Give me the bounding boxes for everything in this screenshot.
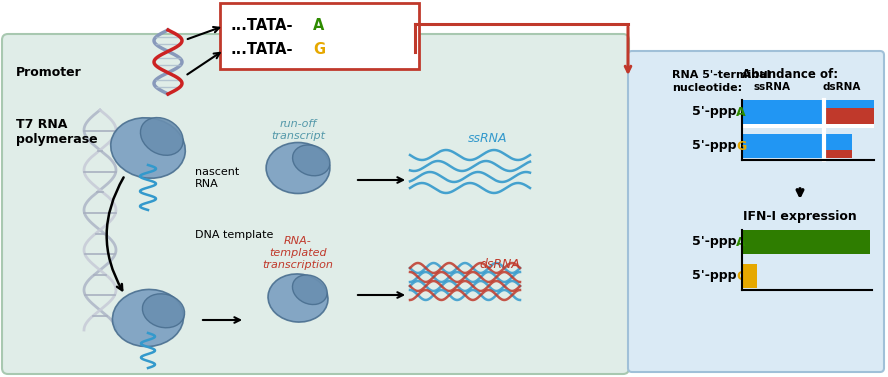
- Text: run-off
transcript: run-off transcript: [271, 119, 325, 141]
- Text: G: G: [313, 43, 325, 58]
- Ellipse shape: [140, 118, 183, 155]
- Ellipse shape: [111, 118, 186, 178]
- Text: T7 RNA
polymerase: T7 RNA polymerase: [16, 118, 98, 146]
- Bar: [826, 134, 852, 150]
- Text: RNA-
templated
transcription: RNA- templated transcription: [263, 236, 333, 270]
- Text: dsRNA: dsRNA: [480, 257, 520, 271]
- Bar: [826, 109, 874, 124]
- Text: ssRNA: ssRNA: [754, 82, 790, 92]
- Bar: [742, 264, 757, 288]
- Text: 5'-ppp: 5'-ppp: [692, 270, 736, 282]
- Bar: [826, 150, 852, 158]
- Text: nascent
RNA: nascent RNA: [195, 167, 239, 189]
- Text: IFN-I expression: IFN-I expression: [743, 210, 857, 223]
- Ellipse shape: [113, 290, 184, 346]
- Text: A: A: [736, 106, 746, 118]
- Ellipse shape: [292, 275, 327, 305]
- Text: nucleotide:: nucleotide:: [672, 83, 742, 93]
- Text: Promoter: Promoter: [16, 66, 82, 78]
- Ellipse shape: [268, 274, 328, 322]
- Ellipse shape: [142, 294, 185, 328]
- Bar: [742, 134, 822, 158]
- Text: A: A: [313, 18, 324, 34]
- Bar: [742, 124, 874, 128]
- FancyBboxPatch shape: [220, 3, 419, 69]
- Ellipse shape: [292, 145, 330, 176]
- Bar: [826, 100, 874, 109]
- Text: 5'-ppp: 5'-ppp: [692, 236, 736, 248]
- Text: G: G: [736, 139, 746, 153]
- Text: ...TATA-: ...TATA-: [230, 43, 292, 58]
- Text: A: A: [736, 236, 746, 248]
- Text: ssRNA: ssRNA: [468, 132, 508, 144]
- FancyBboxPatch shape: [2, 34, 629, 374]
- Bar: [742, 100, 822, 124]
- Text: G: G: [736, 270, 746, 282]
- Text: Abundance of:: Abundance of:: [742, 68, 838, 81]
- Bar: [742, 230, 870, 254]
- Ellipse shape: [266, 143, 329, 193]
- Text: 5'-ppp: 5'-ppp: [692, 139, 736, 153]
- Text: RNA 5'-terminal: RNA 5'-terminal: [672, 70, 771, 80]
- Text: dsRNA: dsRNA: [823, 82, 861, 92]
- FancyBboxPatch shape: [628, 51, 884, 372]
- Text: 5'-ppp: 5'-ppp: [692, 106, 736, 118]
- Text: ...TATA-: ...TATA-: [230, 18, 292, 34]
- Text: DNA template: DNA template: [195, 230, 274, 240]
